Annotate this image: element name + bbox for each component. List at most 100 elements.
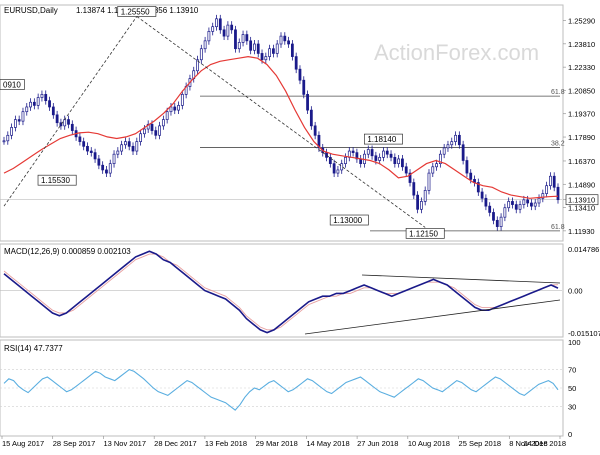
candle-body bbox=[112, 153, 116, 164]
candle-body bbox=[283, 35, 287, 42]
candle-body bbox=[446, 144, 450, 149]
rsi-y-tick-label: 50 bbox=[568, 384, 576, 393]
candle-body bbox=[29, 101, 32, 108]
rsi-y-tick-label: 100 bbox=[568, 338, 581, 347]
price-annotation-box bbox=[117, 6, 157, 17]
macd-y-tick-label: 0.014786 bbox=[568, 245, 599, 254]
candle-body bbox=[260, 53, 264, 61]
macd-signal-line bbox=[3, 253, 559, 331]
candle-body bbox=[59, 122, 63, 127]
candle-body bbox=[279, 35, 283, 45]
moving-average-line bbox=[3, 55, 559, 199]
rsi-y-tick-label: 70 bbox=[568, 366, 576, 375]
candle-body bbox=[290, 43, 294, 57]
rsi-y-tick-label: 0 bbox=[568, 430, 572, 439]
candle-body bbox=[492, 212, 495, 221]
candle-body bbox=[180, 94, 184, 106]
candle-body bbox=[537, 197, 541, 204]
rsi-y-tick-label: 30 bbox=[568, 402, 576, 411]
candle-body bbox=[514, 204, 518, 210]
fib-level-label: 61.8 bbox=[551, 89, 565, 96]
candle-body bbox=[55, 114, 59, 124]
candle-body bbox=[545, 185, 549, 194]
candle-body bbox=[454, 134, 457, 142]
x-tick-label: 25 Sep 2018 bbox=[459, 439, 502, 448]
candle-body bbox=[105, 169, 108, 174]
candle-body bbox=[287, 40, 290, 45]
candle-body bbox=[480, 191, 484, 199]
price-panel-frame bbox=[0, 4, 564, 242]
candle-body bbox=[495, 219, 499, 227]
x-tick-label: 8 Nov 2018 bbox=[509, 439, 547, 448]
candle-body bbox=[108, 163, 112, 174]
candle-body bbox=[264, 56, 268, 61]
rsi-title: RSI(14) 47.7377 bbox=[4, 344, 63, 353]
candle-body bbox=[325, 152, 328, 158]
candle-body bbox=[503, 207, 507, 218]
price-y-tick-label: 1.17890 bbox=[568, 133, 595, 142]
candle-body bbox=[120, 144, 124, 152]
candle-body bbox=[230, 24, 234, 31]
candle-body bbox=[294, 56, 298, 70]
price-y-tick-label: 1.14890 bbox=[568, 180, 595, 189]
candle-body bbox=[135, 141, 139, 152]
candle-body bbox=[404, 166, 408, 174]
candle-body bbox=[511, 201, 514, 205]
price-annotation-label: 1.25550 bbox=[121, 7, 150, 16]
candle-body bbox=[48, 100, 51, 108]
candle-body bbox=[309, 109, 313, 127]
candle-body bbox=[158, 125, 161, 136]
candle-body bbox=[275, 43, 279, 54]
candle-body bbox=[385, 150, 389, 155]
candle-body bbox=[173, 106, 177, 111]
x-tick-label: 15 Aug 2017 bbox=[2, 439, 44, 448]
candle-body bbox=[306, 94, 309, 111]
candle-body bbox=[146, 123, 150, 130]
candle-body bbox=[465, 160, 469, 174]
candle-body bbox=[412, 182, 416, 196]
macd-title: MACD(12,26,9) 0.000859 0.002103 bbox=[4, 247, 131, 256]
candle-body bbox=[249, 40, 253, 51]
candle-body bbox=[82, 141, 86, 147]
candle-body bbox=[21, 111, 25, 122]
candle-body bbox=[67, 119, 70, 125]
candle-body bbox=[423, 190, 427, 202]
candle-body bbox=[359, 158, 363, 164]
candle-body bbox=[476, 182, 480, 193]
macd-trendline-lower bbox=[304, 299, 561, 335]
macd-y-tick-label: 0.00 bbox=[568, 287, 583, 296]
macd-y-tick-label: -0.015107 bbox=[568, 329, 600, 338]
candle-body bbox=[70, 123, 74, 131]
candle-body bbox=[340, 163, 344, 171]
candle-body bbox=[211, 26, 215, 32]
candle-body bbox=[253, 43, 256, 51]
candle-body bbox=[541, 193, 545, 199]
candle-body bbox=[442, 147, 446, 155]
candle-body bbox=[344, 156, 347, 164]
candle-body bbox=[556, 186, 560, 201]
candle-body bbox=[93, 152, 97, 160]
current-price-marker bbox=[565, 194, 599, 206]
candle-body bbox=[245, 34, 249, 42]
price-annotation-label: 1.12150 bbox=[409, 229, 438, 238]
candle-body bbox=[89, 150, 93, 153]
candle-body bbox=[488, 205, 492, 213]
rsi-panel-frame bbox=[0, 339, 564, 437]
macd-plot bbox=[0, 250, 562, 335]
candle-body bbox=[17, 119, 21, 122]
price-annotation-label: 1.18140 bbox=[367, 135, 396, 144]
candle-body bbox=[457, 134, 461, 146]
candle-body bbox=[268, 48, 272, 57]
price-y-tick-label: 1.22330 bbox=[568, 63, 595, 72]
candle-body bbox=[161, 119, 165, 127]
candle-body bbox=[313, 125, 317, 136]
candle-body bbox=[438, 153, 442, 164]
price-y-tick-label: 1.13910 bbox=[568, 196, 595, 205]
candle-body bbox=[378, 156, 382, 161]
candle-body bbox=[522, 199, 526, 205]
candle-body bbox=[241, 34, 245, 43]
candle-body bbox=[374, 155, 378, 161]
trendline-down bbox=[136, 16, 426, 228]
candle-body bbox=[518, 204, 522, 210]
candle-body bbox=[469, 172, 473, 180]
